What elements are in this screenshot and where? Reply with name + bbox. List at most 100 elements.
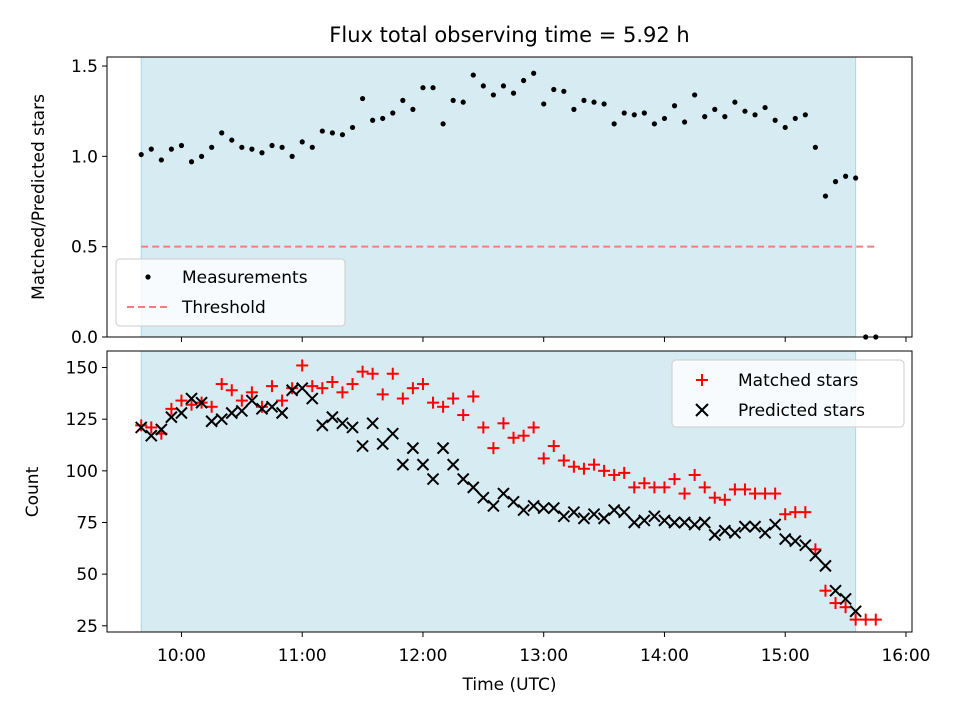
measurement-point	[802, 112, 808, 118]
matched-star-point	[255, 400, 268, 413]
measurement-point	[681, 119, 688, 125]
predicted-star-point	[366, 417, 379, 430]
y-tick-label: 100	[66, 462, 98, 482]
measurement-point	[480, 83, 486, 89]
measurement-point	[510, 90, 517, 96]
measurement-point	[722, 114, 728, 120]
predicted-star-point	[285, 384, 299, 397]
measurement-point	[259, 150, 265, 156]
measurement-point	[822, 193, 829, 199]
measurement-point	[601, 101, 607, 107]
matched-star-point	[789, 506, 802, 519]
predicted-star-point	[587, 508, 601, 521]
matched-star-point	[215, 378, 228, 391]
legend-threshold-label: Threshold	[181, 298, 266, 318]
matched-star-point	[759, 487, 772, 500]
predicted-star-point	[386, 427, 399, 440]
measurement-point	[158, 157, 164, 163]
matched-star-point	[819, 584, 832, 597]
y-tick-label: 75	[76, 513, 98, 533]
matched-star-point	[366, 367, 379, 380]
predicted-star-point	[829, 584, 842, 597]
matched-star-point	[799, 506, 812, 519]
predicted-star-point	[306, 392, 319, 405]
matched-star-point	[477, 421, 490, 434]
measurement-point	[500, 83, 507, 89]
matched-star-point	[467, 390, 480, 403]
bottom-axes-frame	[106, 350, 913, 633]
bottom-y-axis: 25 50 75 100 125 150	[66, 359, 107, 637]
matched-star-point	[728, 483, 741, 496]
predicted-star-point	[507, 495, 520, 509]
measurement-point	[742, 108, 748, 114]
x-axis-label: Time (UTC)	[462, 675, 557, 695]
matched-star-point	[376, 388, 389, 401]
matched-star-point	[175, 394, 188, 407]
predicted-star-point	[235, 404, 249, 418]
matched-star-point	[437, 400, 450, 413]
measurement-point	[762, 104, 768, 111]
measurement-point	[792, 115, 798, 122]
predicted-star-point	[738, 520, 752, 533]
matched-star-point	[718, 493, 731, 506]
matched-star-point	[235, 394, 248, 407]
top-x-axis	[180, 337, 907, 342]
measurement-point	[591, 99, 597, 105]
x-tick-label: 16:00	[881, 646, 930, 666]
x-tick-label: 12:00	[398, 646, 447, 666]
measurement-point	[430, 85, 436, 91]
x-tick-label: 13:00	[519, 646, 568, 666]
matched-star-point	[658, 481, 671, 494]
predicted-star-point	[527, 499, 540, 513]
predicted-star-point	[356, 439, 369, 453]
measurement-point	[450, 97, 456, 103]
measurements-series	[138, 70, 879, 340]
matched-star-point	[577, 462, 590, 475]
measurement-point	[561, 88, 567, 94]
bottom-y-axis-label: Count	[23, 466, 43, 517]
chart-title: Flux total observing time = 5.92 h	[329, 23, 689, 47]
measurement-point	[420, 85, 426, 91]
predicted-star-point	[799, 539, 812, 552]
measurement-point	[329, 130, 335, 136]
predicted-star-point	[175, 406, 188, 420]
matched-star-point	[869, 613, 882, 626]
legend-predicted-label: Predicted stars	[738, 401, 865, 421]
top-panel: 0.0 0.5 1.0 1.5 Flux total observing time =…	[29, 23, 913, 348]
matched-star-point	[145, 421, 158, 434]
measurement-point	[148, 146, 154, 152]
matched-stars-series	[135, 359, 882, 626]
measurement-point	[229, 137, 235, 143]
legend-measurements-marker	[145, 274, 151, 280]
predicted-star-point	[567, 505, 581, 519]
measurement-point	[289, 153, 295, 159]
measurement-point	[641, 110, 647, 116]
measurement-point	[219, 130, 225, 136]
matched-star-point	[769, 487, 782, 500]
measurement-point	[209, 144, 215, 150]
matched-star-point	[336, 386, 349, 399]
y-tick-label: 1.5	[71, 57, 98, 77]
matched-star-point	[276, 394, 289, 407]
matched-star-point	[547, 440, 560, 453]
matched-star-point	[416, 378, 429, 391]
measurement-point	[752, 112, 758, 118]
predicted-star-point	[275, 406, 289, 420]
measurement-point	[541, 101, 547, 107]
predicted-star-point	[728, 526, 742, 540]
matched-star-point	[588, 458, 601, 471]
predicted-star-point	[547, 501, 560, 515]
top-y-axis-label: Matched/Predicted stars	[29, 94, 49, 300]
measurement-point	[299, 139, 305, 145]
predicted-star-point	[648, 510, 661, 523]
matched-star-point	[406, 382, 419, 395]
matched-star-point	[688, 468, 701, 481]
measurement-point	[400, 97, 406, 103]
measurement-point	[842, 173, 849, 179]
measurement-point	[249, 146, 255, 152]
predicted-star-point	[597, 512, 611, 525]
predicted-star-point	[758, 526, 772, 540]
measurement-point	[239, 144, 245, 150]
matched-star-point	[527, 421, 540, 434]
matched-star-point	[779, 508, 792, 521]
